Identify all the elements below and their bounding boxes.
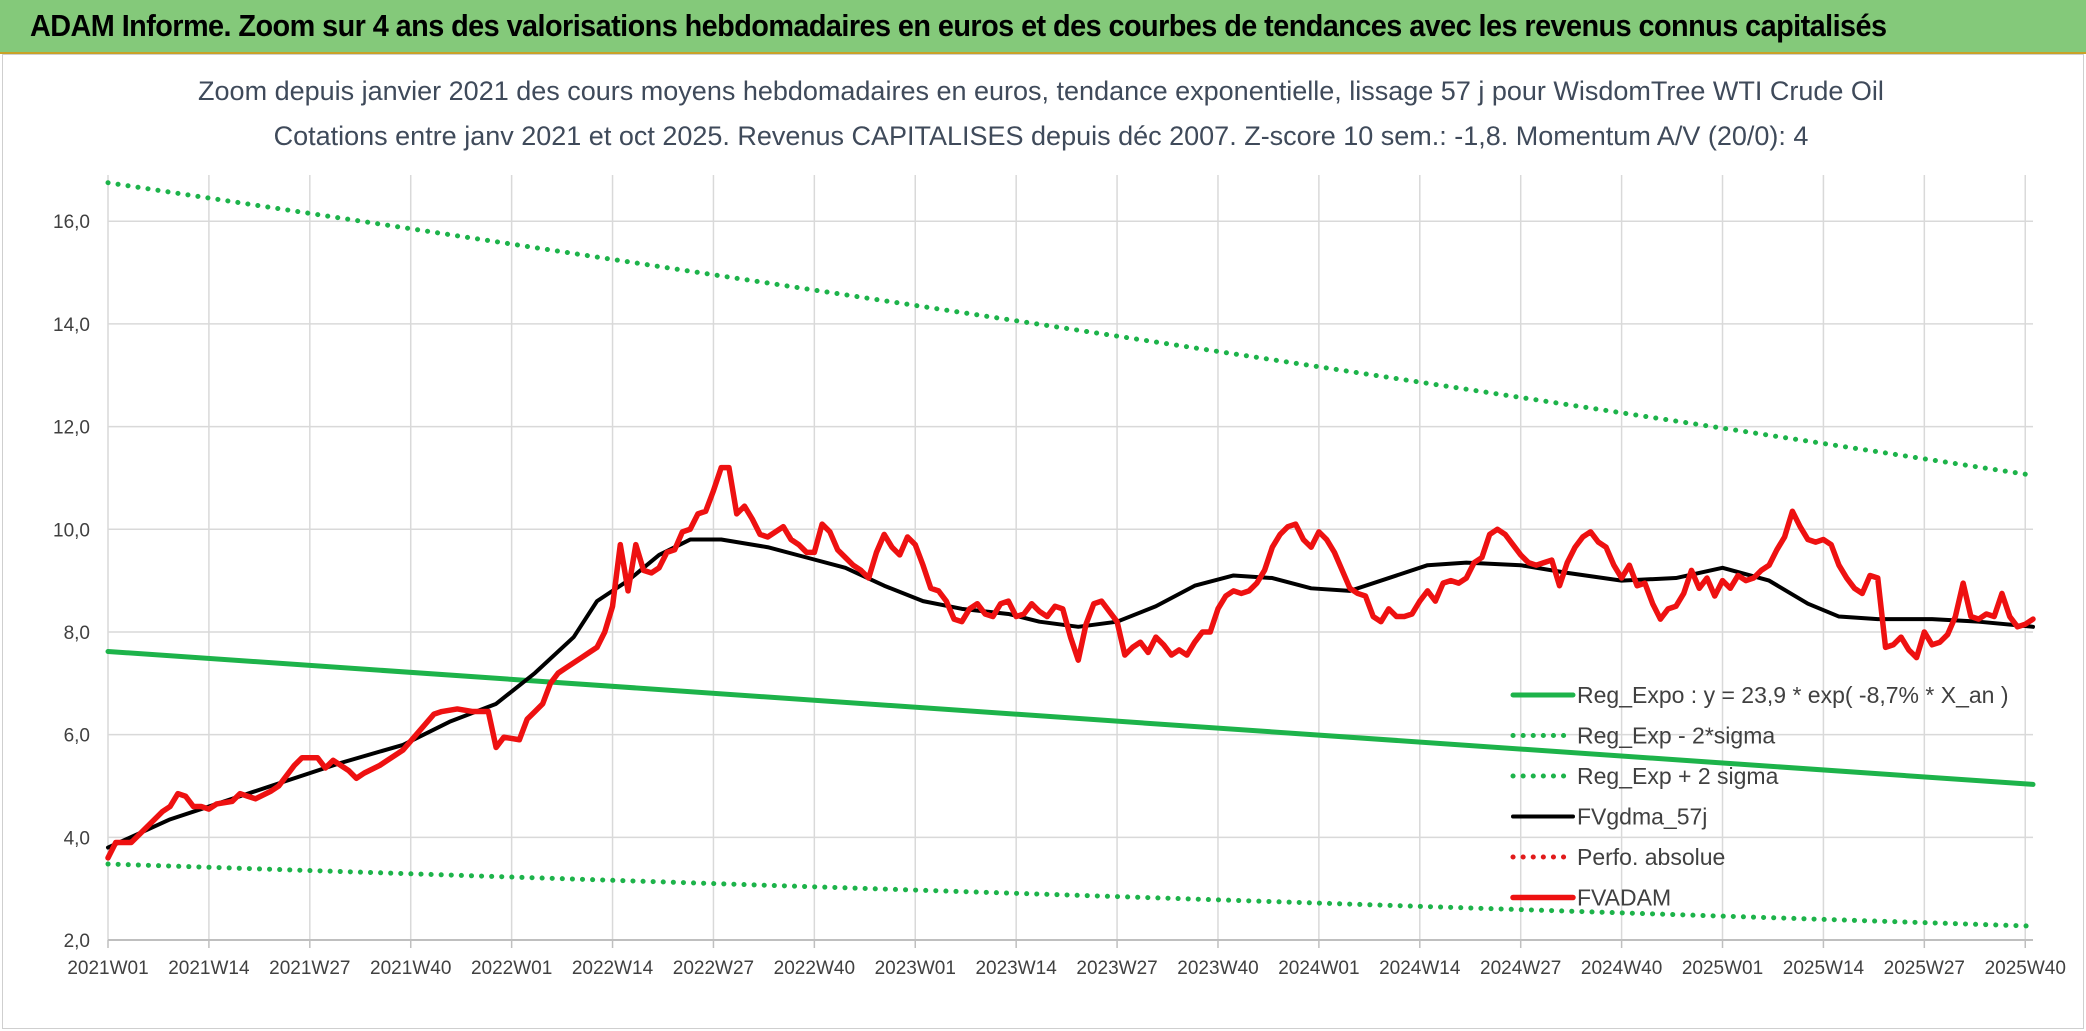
y-tick-label: 10,0: [53, 520, 90, 541]
legend-label: Reg_Expo : y = 23,9 * exp( -8,7% * X_an …: [1577, 682, 2009, 708]
legend-label: Reg_Exp + 2 sigma: [1577, 763, 1779, 789]
x-tick-label: 2021W40: [370, 958, 451, 979]
x-tick-label: 2021W27: [269, 958, 350, 979]
series-line-2: [105, 180, 2036, 478]
legend-label: FVADAM: [1577, 885, 1671, 911]
y-tick-label: 2,0: [64, 931, 90, 952]
line-chart: Zoom depuis janvier 2021 des cours moyen…: [53, 76, 2066, 979]
legend-label: Reg_Exp - 2*sigma: [1577, 723, 1775, 749]
x-tick-label: 2022W14: [572, 958, 654, 979]
legend-label: FVgdma_57j: [1577, 804, 1707, 830]
legend: Reg_Expo : y = 23,9 * exp( -8,7% * X_an …: [1510, 682, 2009, 911]
y-tick-label: 14,0: [53, 315, 90, 336]
chart-subtitle: Cotations entre janv 2021 et oct 2025. R…: [274, 121, 1809, 151]
x-tick-label: 2024W01: [1278, 958, 1359, 979]
x-tick-label: 2024W40: [1581, 958, 1662, 979]
x-tick-label: 2022W01: [471, 958, 552, 979]
x-tick-label: 2023W14: [975, 958, 1057, 979]
y-tick-label: 8,0: [64, 623, 90, 644]
x-tick-label: 2024W27: [1480, 958, 1561, 979]
series-line-1: [105, 861, 2036, 929]
x-tick-label: 2022W40: [774, 958, 855, 979]
x-tick-label: 2023W40: [1177, 958, 1258, 979]
series-line-3: [106, 537, 2035, 850]
grid: [107, 175, 2033, 948]
header-banner: ADAM Informe. Zoom sur 4 ans des valoris…: [0, 0, 2086, 54]
series-line-0: [105, 648, 2036, 787]
x-tick-label: 2023W01: [875, 958, 956, 979]
chart-title: Zoom depuis janvier 2021 des cours moyen…: [198, 76, 1884, 106]
x-tick-label: 2025W27: [1884, 958, 1965, 979]
x-axis-ticks: 2021W01 2021W14 2021W27 2021W40 2022W01 2022W…: [67, 958, 2066, 979]
y-axis-ticks: 2,0 4,0 6,0 8,0 10,0 12,0 14,0 16,0: [53, 212, 90, 952]
x-tick-label: 2022W27: [673, 958, 754, 979]
banner-title: ADAM Informe. Zoom sur 4 ans des valoris…: [30, 8, 1887, 43]
series-lines: [105, 180, 2036, 929]
x-tick-label: 2024W14: [1379, 958, 1461, 979]
x-tick-label: 2025W01: [1682, 958, 1763, 979]
legend-label: Perfo. absolue: [1577, 844, 1725, 870]
series-line-5: [105, 464, 2036, 861]
y-tick-label: 16,0: [53, 212, 90, 233]
y-tick-label: 4,0: [64, 828, 90, 849]
x-tick-label: 2025W14: [1783, 958, 1865, 979]
x-tick-label: 2025W40: [1985, 958, 2066, 979]
y-tick-label: 6,0: [64, 726, 90, 747]
x-tick-label: 2021W14: [168, 958, 250, 979]
y-tick-label: 12,0: [53, 418, 90, 439]
chart-frame: Zoom depuis janvier 2021 des cours moyen…: [2, 54, 2084, 1029]
x-tick-label: 2023W27: [1076, 958, 1157, 979]
x-tick-label: 2021W01: [67, 958, 148, 979]
